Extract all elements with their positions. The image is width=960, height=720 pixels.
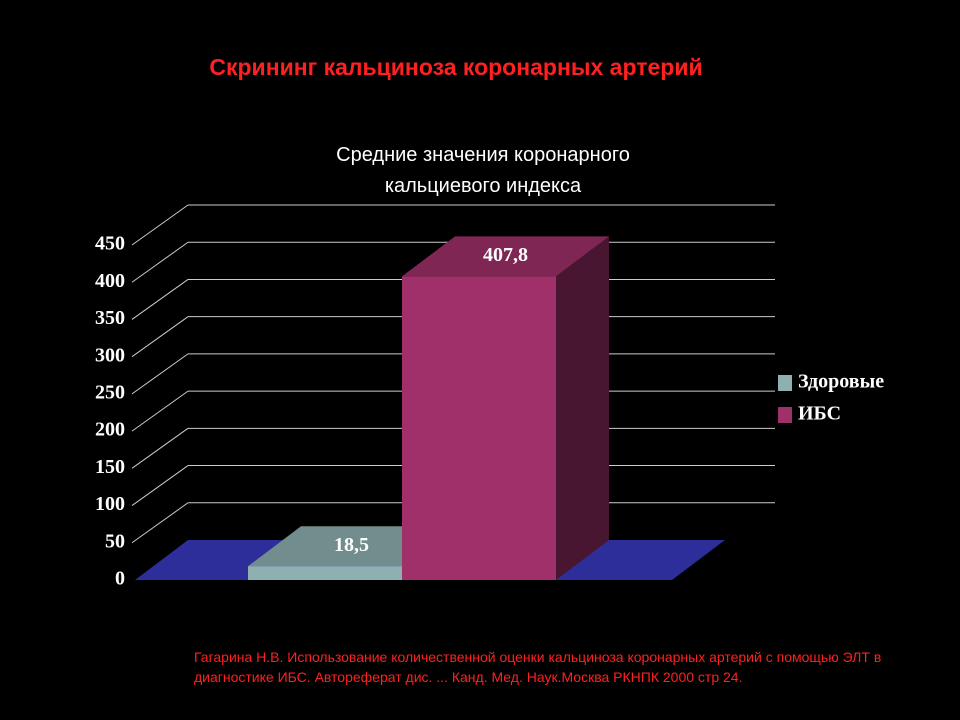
- slide-title: Скрининг кальциноза коронарных артерий: [209, 54, 703, 80]
- grid-line: [131, 465, 189, 506]
- grid-line: [131, 279, 189, 320]
- data-label: 18,5: [334, 534, 369, 556]
- y-tick-label: 200: [95, 419, 125, 441]
- bar: [248, 566, 402, 580]
- source-note: Гагарина Н.В. Использование количественн…: [194, 649, 882, 685]
- bar: [402, 276, 556, 580]
- grid-line: [131, 502, 189, 544]
- chart-title: Средние значения коронарного кальциевого…: [336, 144, 630, 197]
- y-tick-label: 400: [95, 270, 125, 292]
- legend-label: Здоровые: [798, 371, 884, 393]
- y-tick-label: 450: [95, 233, 125, 255]
- legend-swatch: [778, 375, 792, 391]
- y-tick-label: 0: [115, 568, 125, 590]
- y-tick-label: 50: [105, 530, 125, 552]
- y-tick-label: 100: [95, 493, 125, 515]
- grid-line: [131, 204, 189, 246]
- grid-line: [131, 353, 189, 395]
- y-tick-label: 250: [95, 381, 125, 403]
- legend-swatch: [778, 407, 792, 423]
- grid-line: [131, 316, 189, 358]
- y-tick-label: 300: [95, 344, 125, 366]
- y-tick-label: 350: [95, 307, 125, 329]
- grid-line: [131, 241, 189, 283]
- data-label: 407,8: [483, 244, 528, 266]
- bar-side: [556, 236, 609, 580]
- grid-line: [131, 390, 189, 432]
- grid-line: [131, 427, 189, 469]
- y-tick-label: 150: [95, 456, 125, 478]
- bar-top: [402, 236, 609, 277]
- legend-label: ИБС: [798, 403, 841, 425]
